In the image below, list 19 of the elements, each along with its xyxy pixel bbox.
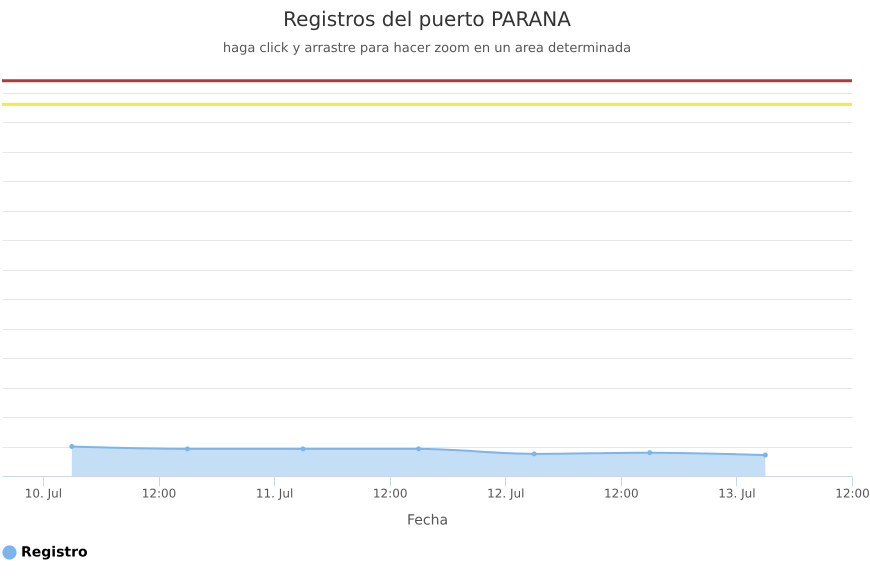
chart-title: Registros del puerto PARANA (283, 7, 572, 31)
x-tick-label: 12. Jul (487, 486, 524, 500)
point (647, 450, 652, 456)
point (416, 446, 422, 452)
x-tick-label: 10. Jul (24, 486, 62, 500)
x-tick-label: 12:00 (372, 486, 408, 500)
x-tick-label: 12:00 (835, 486, 870, 500)
point (762, 452, 768, 458)
chart-subtitle: haga click y arrastre para hacer zoom en un area determinada (222, 41, 632, 56)
x-tick-label: 11. Jul (256, 486, 294, 500)
x-axis-title: Fecha (406, 512, 448, 528)
point (532, 451, 537, 456)
point (69, 444, 74, 450)
legend-label: Registro (21, 544, 88, 560)
point (184, 446, 190, 452)
x-tick-label: 12:00 (604, 486, 639, 500)
x-tick-label: 13. Jul (718, 486, 756, 500)
point (300, 446, 306, 452)
x-tick-label: 12:00 (142, 486, 176, 500)
